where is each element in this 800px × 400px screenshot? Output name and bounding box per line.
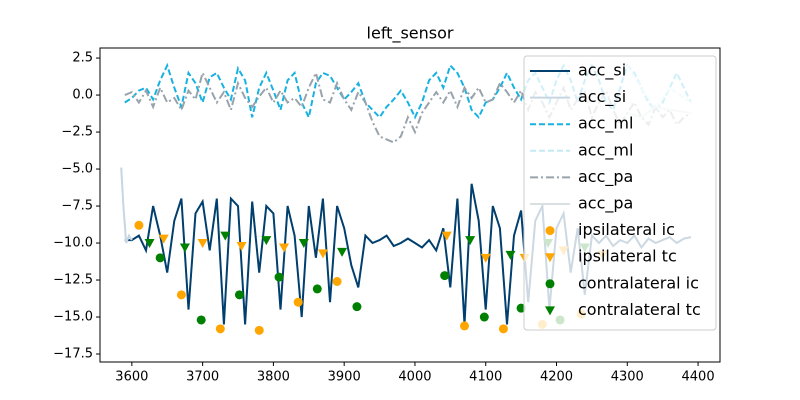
legend-label: acc_si bbox=[578, 87, 626, 107]
legend-label: acc_ml bbox=[578, 140, 633, 160]
x-tick-label: 3700 bbox=[186, 370, 219, 385]
event-marker bbox=[144, 239, 155, 249]
legend-label: contralateral tc bbox=[578, 300, 701, 319]
event-marker bbox=[440, 271, 450, 281]
legend-label: acc_pa bbox=[578, 167, 633, 187]
event-marker bbox=[155, 253, 165, 263]
event-marker bbox=[498, 324, 508, 334]
x-tick-label: 3800 bbox=[257, 370, 290, 385]
x-tick-label: 4400 bbox=[682, 370, 715, 385]
event-marker bbox=[516, 303, 526, 313]
legend-label: acc_pa bbox=[578, 194, 633, 214]
legend-marker bbox=[545, 279, 555, 289]
event-marker bbox=[234, 290, 244, 300]
event-marker bbox=[465, 236, 476, 246]
legend: acc_si acc_si acc_ml acc_ml acc_pa acc_paipsi… bbox=[523, 55, 717, 331]
legend-marker bbox=[545, 226, 555, 236]
event-marker bbox=[179, 243, 190, 253]
event-marker bbox=[479, 312, 489, 322]
event-marker bbox=[176, 290, 186, 300]
legend-marker bbox=[545, 253, 555, 263]
event-marker bbox=[312, 284, 322, 294]
event-marker bbox=[274, 272, 284, 282]
event-marker bbox=[337, 247, 348, 257]
y-tick-label: −7.5 bbox=[61, 199, 93, 214]
y-tick-label: −12.5 bbox=[53, 273, 93, 288]
event-marker bbox=[352, 302, 362, 312]
event-marker bbox=[196, 315, 206, 325]
event-marker bbox=[505, 250, 516, 260]
event-marker bbox=[215, 324, 225, 334]
y-tick-label: −15.0 bbox=[53, 310, 93, 325]
x-tick-label: 3900 bbox=[328, 370, 361, 385]
event-marker bbox=[459, 321, 469, 331]
event-marker bbox=[279, 243, 290, 253]
legend-box bbox=[523, 55, 717, 331]
event-marker bbox=[317, 249, 328, 259]
legend-label: acc_si bbox=[578, 61, 626, 81]
legend-label: ipsilateral ic bbox=[578, 220, 675, 239]
y-tick-label: 0.0 bbox=[72, 88, 93, 103]
event-marker bbox=[332, 277, 342, 287]
x-tick-label: 4100 bbox=[469, 370, 502, 385]
event-marker bbox=[298, 239, 309, 249]
axes-frame bbox=[99, 47, 721, 363]
y-tick-label: 2.5 bbox=[72, 51, 93, 66]
y-tick-label: −10.0 bbox=[53, 236, 93, 251]
event-marker bbox=[220, 231, 231, 241]
legend-label: ipsilateral tc bbox=[578, 247, 677, 266]
event-marker bbox=[158, 234, 169, 244]
y-tick-label: −5.0 bbox=[61, 162, 93, 177]
y-tick-label: −2.5 bbox=[61, 125, 93, 140]
event-marker bbox=[134, 220, 144, 230]
x-tick-label: 4000 bbox=[398, 370, 431, 385]
x-tick-label: 3600 bbox=[115, 370, 148, 385]
legend-marker bbox=[545, 306, 555, 316]
legend-label: acc_ml bbox=[578, 114, 633, 134]
legend-label: contralateral ic bbox=[578, 273, 699, 292]
event-marker bbox=[261, 236, 272, 246]
y-tick-label: −17.5 bbox=[53, 347, 93, 362]
event-marker bbox=[441, 231, 452, 241]
chart-title: left_sensor bbox=[367, 24, 454, 44]
event-marker bbox=[480, 253, 491, 263]
event-marker bbox=[254, 325, 264, 335]
x-tick-label: 4200 bbox=[540, 370, 573, 385]
series-line bbox=[120, 167, 133, 244]
x-tick-label: 4300 bbox=[611, 370, 644, 385]
event-marker bbox=[197, 239, 208, 249]
event-marker bbox=[236, 241, 247, 251]
event-marker bbox=[293, 297, 303, 307]
